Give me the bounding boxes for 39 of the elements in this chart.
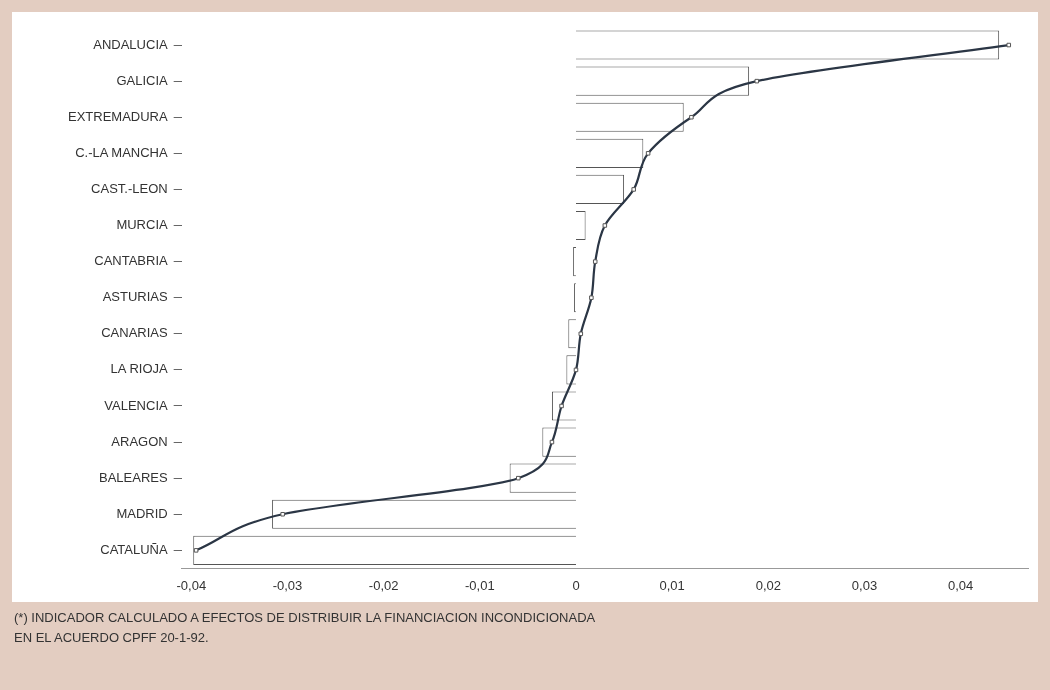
point	[559, 403, 564, 409]
point	[645, 151, 651, 156]
x-tick-label: 0,01	[659, 577, 685, 593]
x-tick-label: -0,04	[176, 577, 207, 593]
y-tick-label: ARAGON	[111, 433, 168, 449]
x-tick-label: 0,02	[755, 577, 781, 593]
y-tick-label: EXTREMADURA	[67, 108, 168, 124]
point	[589, 295, 594, 300]
point	[578, 331, 584, 337]
y-tick-label: ANDALUCIA	[93, 36, 168, 52]
point	[689, 114, 694, 120]
point	[573, 367, 579, 373]
x-tick-label: 0	[572, 577, 580, 593]
point	[193, 548, 199, 553]
point	[754, 78, 760, 84]
point	[631, 187, 636, 192]
y-tick-label: LA RIOJA	[110, 361, 169, 377]
y-tick-label: BALEARES	[99, 469, 168, 485]
point	[592, 259, 598, 264]
text: (*) INDICADOR CALCULADO A EFECTOS DE DISTRIBUIR LA FINANCIACION INCONDICIONADA EN EL ACUERDO CPFF 20-1-92.	[14, 609, 596, 647]
y-tick-label: MURCIA	[116, 217, 168, 233]
x-tick-label: 0,03	[851, 577, 878, 593]
y-tick-label: CAST.-LEON	[91, 181, 168, 196]
point	[280, 511, 285, 517]
x-tick-label: 0,04	[948, 577, 974, 593]
x-tick-label: -0,03	[272, 577, 303, 593]
point	[602, 223, 608, 228]
x-tick-label: -0,02	[368, 577, 399, 593]
y-tick-label: CANARIAS	[101, 325, 168, 341]
x-tick-label: -0,01	[464, 577, 495, 593]
y-tick-label: GALICIA	[116, 72, 168, 88]
y-tick-label: MADRID	[116, 505, 168, 521]
point	[516, 475, 521, 481]
y-tick-label: C.-LA MANCHA	[75, 144, 168, 160]
y-tick-label: VALENCIA	[104, 397, 168, 413]
y-tick-label: ASTURIAS	[102, 289, 168, 305]
point	[1006, 42, 1012, 48]
y-tick-label: CANTABRIA	[94, 253, 168, 269]
y-tick-label: CATALUÑA	[100, 541, 168, 557]
